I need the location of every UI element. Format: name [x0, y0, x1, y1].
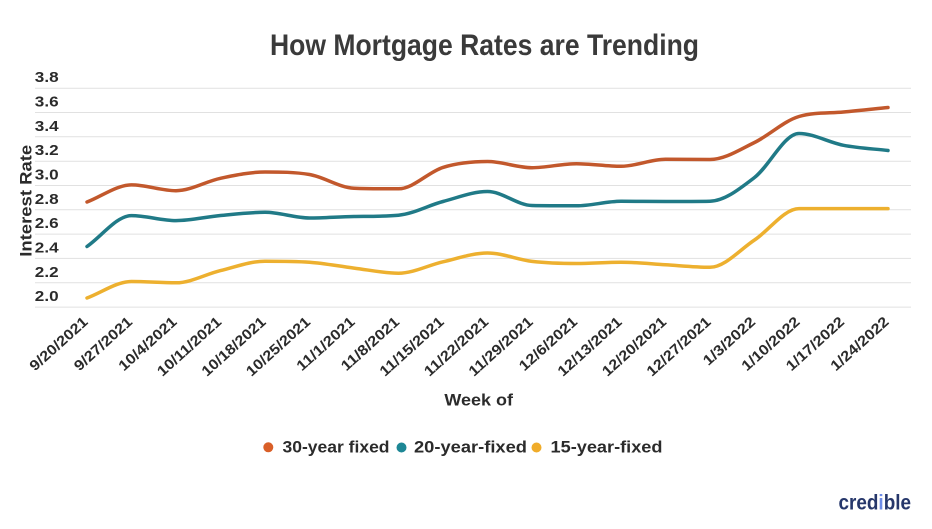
- svg-text:30-year fixed: 30-year fixed: [283, 439, 390, 457]
- svg-text:2.4: 2.4: [35, 239, 59, 256]
- svg-text:15-year-fixed: 15-year-fixed: [551, 439, 663, 457]
- svg-text:credible: credible: [839, 492, 912, 515]
- svg-text:Week of: Week of: [444, 391, 513, 410]
- svg-text:2.2: 2.2: [35, 264, 59, 281]
- svg-text:20-year-fixed: 20-year-fixed: [414, 439, 527, 457]
- svg-text:2.8: 2.8: [35, 191, 59, 208]
- svg-text:3.4: 3.4: [35, 118, 59, 135]
- svg-text:3.8: 3.8: [35, 69, 59, 86]
- svg-text:Interest Rate: Interest Rate: [16, 145, 35, 257]
- svg-text:2.0: 2.0: [35, 288, 59, 305]
- svg-text:How Mortgage Rates are Trendin: How Mortgage Rates are Trending: [270, 29, 699, 62]
- svg-text:3.6: 3.6: [35, 94, 59, 111]
- svg-text:3.2: 3.2: [35, 142, 59, 159]
- svg-text:2.6: 2.6: [35, 215, 59, 232]
- svg-text:3.0: 3.0: [35, 167, 59, 184]
